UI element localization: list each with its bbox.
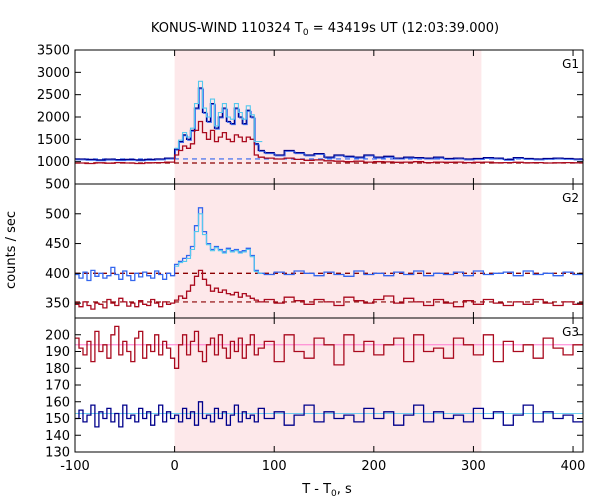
x-tick-label: 200 <box>361 459 386 474</box>
y-tick-label: 500 <box>45 207 70 222</box>
x-axis-label: T - T0, s <box>301 482 352 499</box>
series-cyan-g1 <box>174 80 263 149</box>
y-tick-label: 350 <box>45 297 70 312</box>
y-tick-label: 3500 <box>37 44 70 59</box>
y-tick-label: 400 <box>45 267 70 282</box>
panel-g2: 350 400 450 500 G2 <box>45 183 584 319</box>
y-axis-label: counts / sec <box>4 211 19 289</box>
x-tick-label: 400 <box>561 459 586 474</box>
panel-label: G3 <box>562 325 579 339</box>
y-tick-label: 500 <box>45 178 70 193</box>
y-tick-label: 180 <box>45 362 70 377</box>
y-tick-label: 1500 <box>37 133 70 148</box>
x-tick-label: 100 <box>262 459 287 474</box>
y-tick-label: 3000 <box>37 66 70 81</box>
series-total-shadow-g1 <box>76 88 584 162</box>
x-tick-label: -100 <box>60 459 90 474</box>
highlight-band <box>174 50 482 452</box>
series-soft-g3 <box>75 325 583 369</box>
y-tick-label: 160 <box>45 395 70 410</box>
series-cyan-g2 <box>174 213 263 274</box>
y-tick-label: 200 <box>45 328 70 343</box>
y-tick-label: 130 <box>45 446 70 461</box>
x-tick-label: 300 <box>461 459 486 474</box>
y-tick-label: 190 <box>45 345 70 360</box>
y-tick-label: 2000 <box>37 111 70 126</box>
y-tick-label: 2500 <box>37 88 70 103</box>
y-tick-label: 140 <box>45 429 70 444</box>
series-total-g2 <box>75 207 583 282</box>
panel-label: G1 <box>562 57 579 71</box>
series-soft-g1 <box>75 120 583 165</box>
y-tick-label: 450 <box>45 237 70 252</box>
chart-title: KONUS-WIND 110324 T0 = 43419s UT (12:03:… <box>151 21 499 38</box>
panel-label: G2 <box>562 191 579 205</box>
x-tick-label: 0 <box>170 459 178 474</box>
series-total-g3 <box>75 401 583 428</box>
y-tick-label: 150 <box>45 412 70 427</box>
series-soft-g2 <box>75 269 583 310</box>
y-tick-label: 170 <box>45 379 70 394</box>
y-tick-label: 1000 <box>37 155 70 170</box>
